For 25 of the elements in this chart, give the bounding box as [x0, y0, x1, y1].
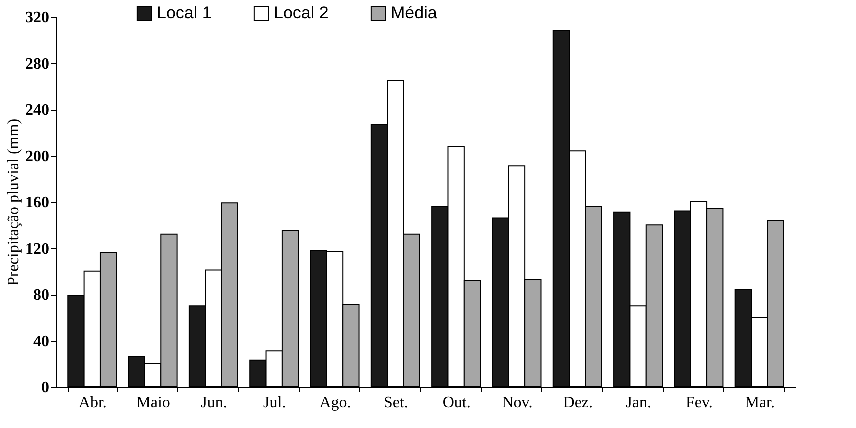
y-tick-label: 240	[26, 102, 50, 119]
x-tick-label: Jul.	[264, 394, 286, 412]
x-tick-label: Jun.	[201, 394, 228, 412]
y-tick-label: 200	[26, 148, 50, 166]
x-tick-label: Nov.	[502, 394, 533, 412]
x-tick-label: Dez.	[563, 394, 594, 412]
y-axis-title: Precipitação pluvial (mm)	[6, 118, 22, 286]
y-tick-label: 80	[34, 287, 50, 304]
x-tick-label: Jan.	[626, 394, 652, 412]
y-tick-label: 160	[26, 194, 50, 212]
x-tick-label: Ago.	[320, 394, 352, 412]
x-tick-label: Fev.	[686, 394, 713, 412]
x-tick-label: Set.	[384, 394, 408, 412]
y-tick-label: 40	[34, 333, 50, 350]
x-tick-label: Abr.	[78, 394, 107, 412]
legend-label: Local 2	[274, 4, 329, 23]
legend-label: Local 1	[157, 4, 212, 23]
y-tick-label: 320	[26, 10, 50, 26]
y-tick-label: 0	[42, 380, 50, 396]
y-tick-label: 280	[26, 56, 50, 73]
x-tick-label: Out.	[442, 394, 471, 412]
x-tick-label: Mar.	[745, 394, 775, 412]
legend-label: Média	[391, 4, 438, 23]
y-tick-label: 120	[26, 240, 50, 258]
x-tick-label: Maio	[136, 394, 170, 412]
